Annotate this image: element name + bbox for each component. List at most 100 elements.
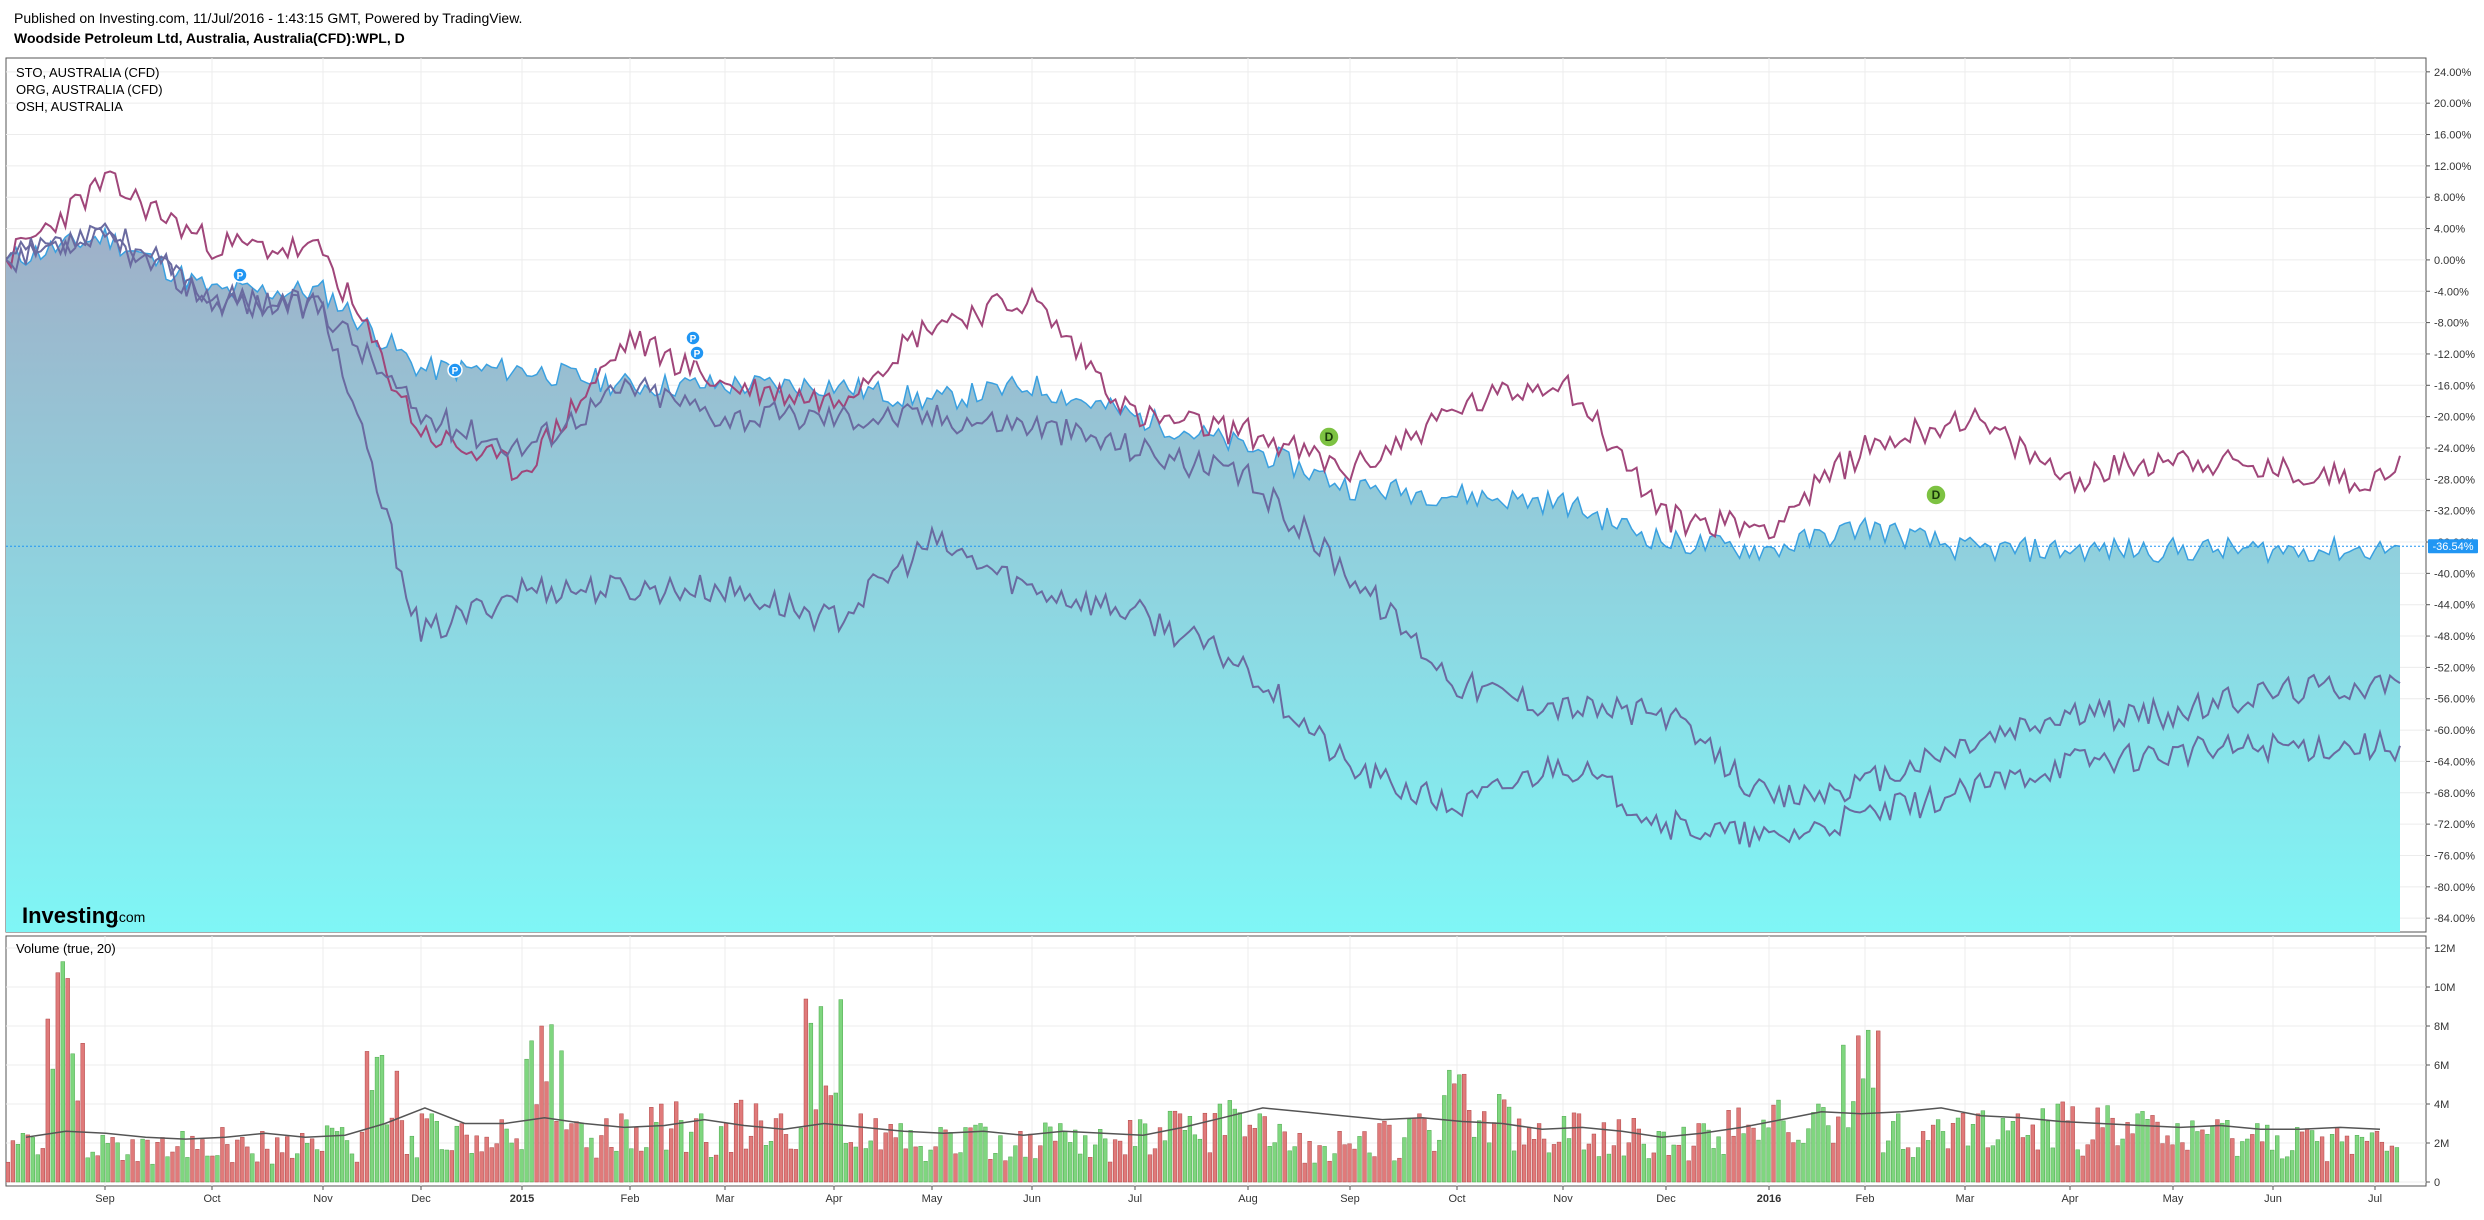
split-marker[interactable]: P — [685, 330, 701, 346]
volume-bar — [2255, 1123, 2260, 1183]
volume-bar — [1142, 1123, 1148, 1183]
volume-bar — [1442, 1095, 1447, 1183]
volume-bar — [1915, 1147, 1921, 1183]
volume-bar — [394, 1070, 400, 1183]
volume-bar — [2130, 1133, 2135, 1183]
marker-letter: P — [452, 366, 459, 377]
volume-bar — [2035, 1149, 2040, 1183]
x-tick-label: Oct — [203, 1193, 220, 1205]
volume-bar — [758, 1120, 764, 1183]
volume-bar — [6, 1161, 11, 1183]
volume-bar — [619, 1113, 624, 1183]
volume-bar — [973, 1124, 978, 1183]
volume-bar — [1382, 1120, 1387, 1183]
volume-bar — [120, 1160, 125, 1183]
volume-bar — [664, 1149, 669, 1183]
volume-bar — [738, 1099, 744, 1183]
volume-bar — [704, 1142, 709, 1183]
vol-tick-label: 2M — [2434, 1138, 2449, 1150]
x-tick-label: Feb — [1856, 1193, 1875, 1205]
volume-bar — [1866, 1029, 1871, 1183]
volume-bar — [1741, 1133, 1746, 1183]
volume-bar — [813, 1109, 819, 1183]
volume-bar — [484, 1136, 489, 1183]
volume-bar — [265, 1148, 270, 1183]
volume-bar — [1212, 1113, 1218, 1183]
volume-bar — [1152, 1148, 1158, 1183]
volume-bar — [215, 1155, 220, 1183]
volume-bar — [609, 1147, 614, 1183]
volume-bar — [115, 1142, 120, 1183]
volume-bar — [2364, 1140, 2370, 1183]
volume-bar — [1397, 1157, 1402, 1183]
volume-bar — [1766, 1127, 1771, 1183]
dividend-marker[interactable]: D — [1318, 426, 1340, 448]
volume-bar — [1377, 1123, 1382, 1183]
volume-bar — [1686, 1160, 1691, 1183]
volume-bar — [988, 1159, 993, 1183]
volume-bar — [2090, 1139, 2095, 1183]
dividend-marker[interactable]: D — [1925, 484, 1947, 506]
y-tick-label: -32.00% — [2434, 506, 2475, 518]
volume-bar — [494, 1143, 499, 1183]
volume-bar — [708, 1157, 714, 1183]
volume-bar — [1990, 1145, 1996, 1183]
split-marker[interactable]: P — [447, 362, 463, 378]
volume-bar — [2379, 1141, 2385, 1183]
volume-bar — [793, 1149, 799, 1183]
volume-bar — [2120, 1138, 2125, 1183]
split-marker[interactable]: P — [232, 267, 248, 283]
volume-bar — [1053, 1140, 1058, 1183]
volume-bar — [1447, 1069, 1452, 1183]
volume-bar — [1352, 1148, 1357, 1183]
volume-bar — [1621, 1155, 1627, 1183]
split-marker[interactable]: P — [689, 345, 705, 361]
volume-bar — [125, 1154, 130, 1183]
y-tick-label: -44.00% — [2434, 600, 2475, 612]
volume-bar — [35, 1154, 40, 1183]
volume-bar — [713, 1154, 719, 1183]
volume-bar — [1098, 1129, 1103, 1183]
volume-bar — [1177, 1113, 1183, 1183]
volume-bar — [1601, 1122, 1607, 1183]
volume-bar — [743, 1148, 749, 1183]
volume-bar — [2070, 1106, 2075, 1183]
y-tick-label: 0.00% — [2434, 255, 2465, 267]
volume-bar — [2065, 1120, 2070, 1183]
volume-bar — [1771, 1104, 1776, 1183]
y-tick-label: 20.00% — [2434, 98, 2472, 110]
volume-bar — [1277, 1123, 1282, 1183]
volume-bar — [2135, 1113, 2140, 1183]
volume-bar — [185, 1157, 190, 1183]
volume-bar — [1232, 1108, 1237, 1183]
volume-bar — [1681, 1126, 1686, 1183]
y-tick-label: -64.00% — [2434, 756, 2475, 768]
volume-bar — [1412, 1117, 1417, 1183]
x-axis-time: Sep Oct Nov Dec 2015 Feb Mar Apr May Jun Jul Aug Sep… — [95, 1186, 2382, 1205]
volume-bar — [1227, 1100, 1232, 1183]
volume-bar — [225, 1144, 230, 1183]
series-sto-line — [6, 170, 2401, 540]
volume-bar — [2160, 1143, 2165, 1183]
volume-bar — [1003, 1160, 1008, 1183]
volume-bar — [2225, 1120, 2230, 1183]
volume-bar — [1631, 1118, 1636, 1183]
volume-bar — [1871, 1087, 1876, 1183]
volume-bar — [324, 1125, 330, 1183]
volume-bar — [1242, 1136, 1247, 1183]
volume-bar — [1107, 1161, 1113, 1183]
volume-bar — [1925, 1140, 1931, 1183]
volume-bar — [1422, 1118, 1427, 1183]
volume-bar — [2170, 1144, 2175, 1183]
volume-bar — [1985, 1147, 1991, 1183]
volume-bar — [95, 1155, 100, 1183]
volume-bar — [883, 1132, 888, 1183]
marker-badge — [1318, 426, 1340, 448]
volume-bar — [2005, 1130, 2011, 1183]
volume-bar — [823, 1085, 829, 1183]
volume-bar — [195, 1149, 200, 1183]
volume-bar — [574, 1121, 579, 1183]
volume-bar — [728, 1152, 734, 1183]
volume-bar — [1262, 1116, 1267, 1183]
